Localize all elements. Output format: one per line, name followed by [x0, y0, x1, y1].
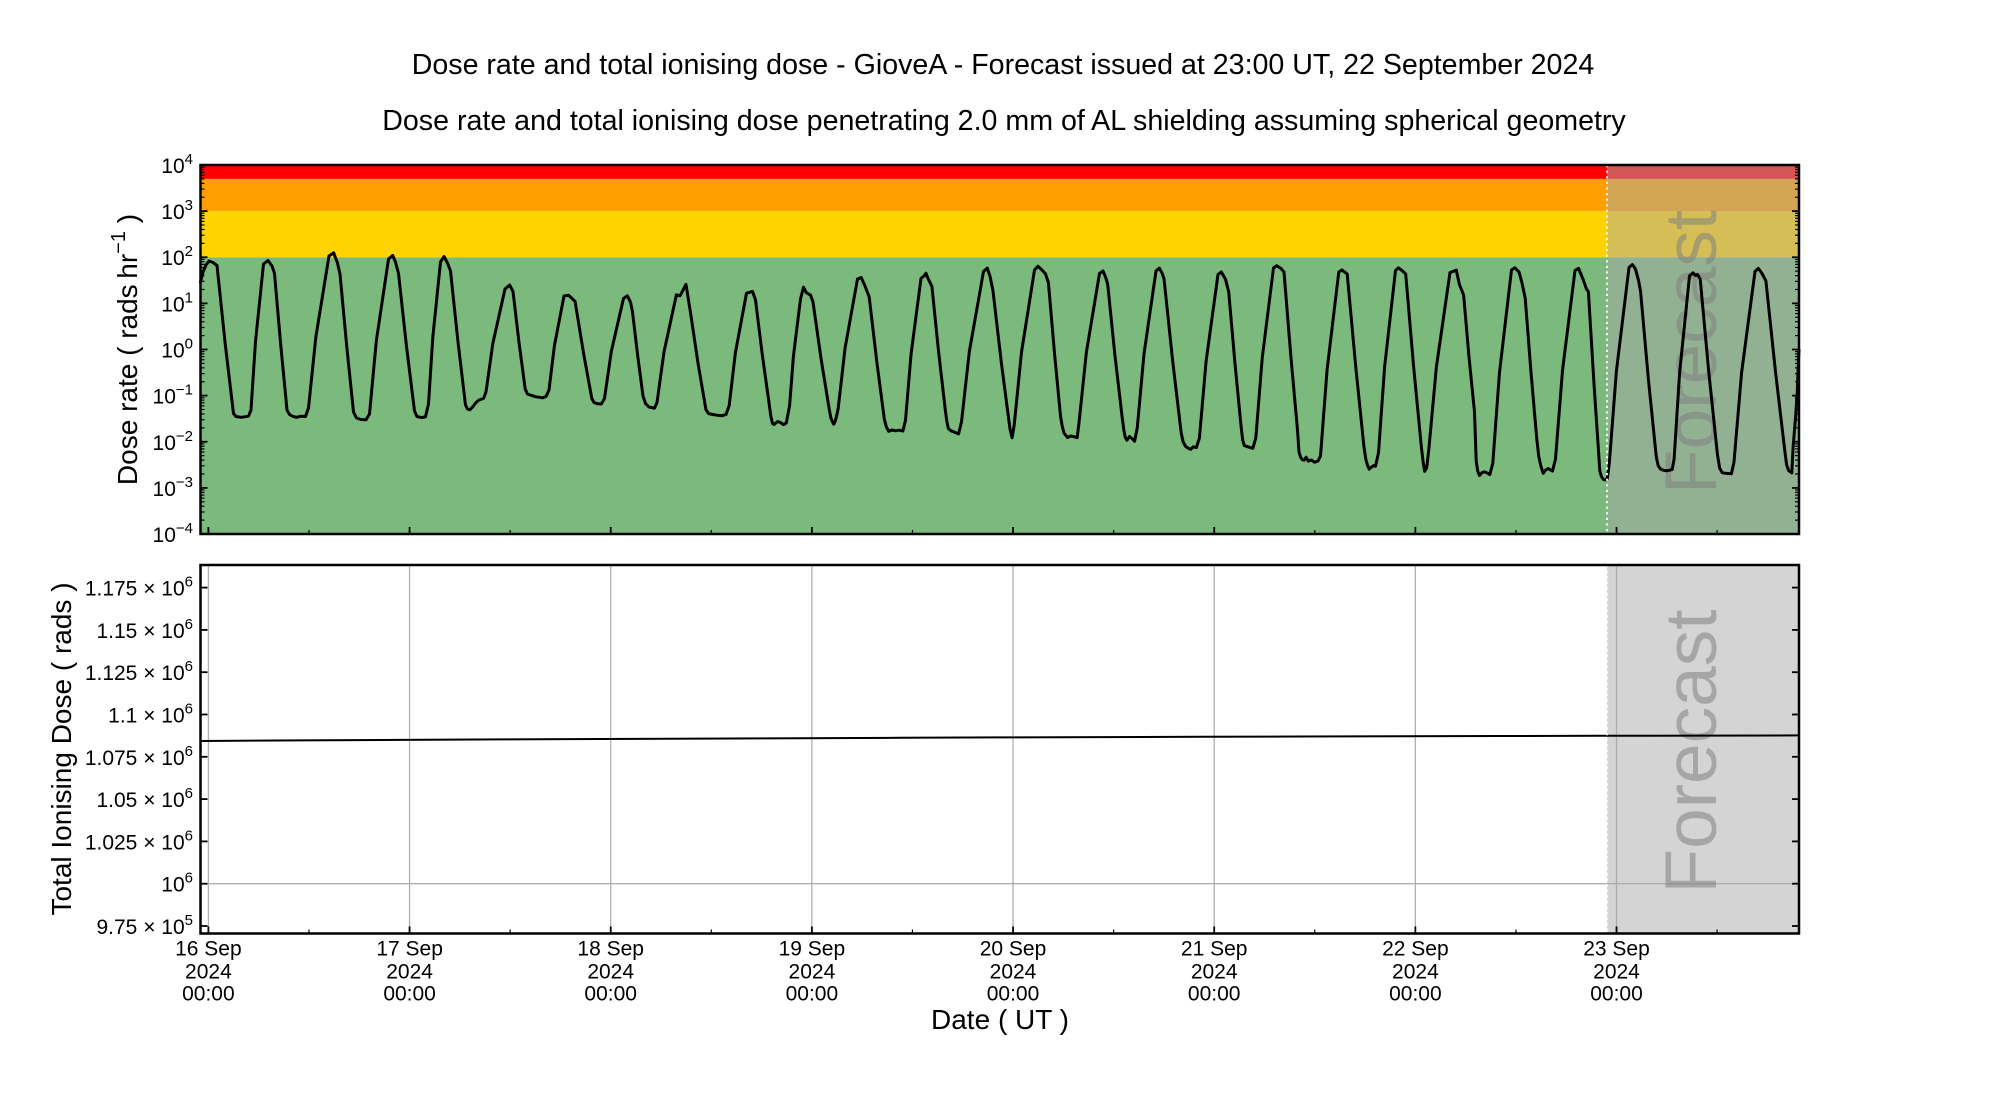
- svg-text:1.175 × 106: 1.175 × 106: [85, 574, 193, 601]
- svg-text:00:00: 00:00: [383, 983, 436, 1006]
- svg-text:Dose rate and total ionising d: Dose rate and total ionising dose penetr…: [382, 105, 1626, 137]
- svg-text:17 Sep: 17 Sep: [376, 937, 443, 960]
- svg-text:2024: 2024: [185, 961, 232, 984]
- svg-text:21 Sep: 21 Sep: [1181, 937, 1248, 960]
- svg-text:2024: 2024: [990, 961, 1037, 984]
- svg-text:1.1 × 106: 1.1 × 106: [108, 701, 193, 728]
- svg-text:2024: 2024: [1593, 961, 1640, 984]
- svg-text:Date ( UT ): Date ( UT ): [931, 1004, 1069, 1035]
- svg-text:23 Sep: 23 Sep: [1583, 937, 1650, 960]
- svg-text:00:00: 00:00: [1590, 983, 1643, 1006]
- svg-text:16 Sep: 16 Sep: [175, 937, 242, 960]
- svg-text:2024: 2024: [386, 961, 433, 984]
- svg-text:Forecast: Forecast: [1651, 210, 1732, 494]
- svg-text:Forecast: Forecast: [1651, 610, 1732, 894]
- svg-text:2024: 2024: [789, 961, 836, 984]
- svg-text:1.05 × 106: 1.05 × 106: [96, 785, 193, 812]
- svg-text:1.075 × 106: 1.075 × 106: [85, 743, 193, 770]
- svg-text:10−1: 10−1: [153, 382, 193, 409]
- svg-text:2024: 2024: [1191, 961, 1238, 984]
- svg-text:1.025 × 106: 1.025 × 106: [85, 827, 193, 854]
- svg-text:Dose rate and total ionising d: Dose rate and total ionising dose - Giov…: [412, 49, 1595, 81]
- svg-text:00:00: 00:00: [1188, 983, 1241, 1006]
- svg-text:Dose rate ( rads hr−1 ): Dose rate ( rads hr−1 ): [108, 214, 143, 485]
- svg-text:Total Ionising Dose ( rads ): Total Ionising Dose ( rads ): [46, 582, 77, 915]
- svg-text:20 Sep: 20 Sep: [980, 937, 1047, 960]
- svg-text:00:00: 00:00: [182, 983, 235, 1006]
- svg-text:00:00: 00:00: [1389, 983, 1442, 1006]
- svg-text:00:00: 00:00: [987, 983, 1040, 1006]
- svg-text:1.15 × 106: 1.15 × 106: [96, 616, 193, 643]
- svg-text:18 Sep: 18 Sep: [577, 937, 644, 960]
- svg-text:9.75 × 105: 9.75 × 105: [96, 912, 193, 939]
- svg-text:00:00: 00:00: [786, 983, 839, 1006]
- svg-text:22 Sep: 22 Sep: [1382, 937, 1449, 960]
- svg-text:2024: 2024: [1392, 961, 1439, 984]
- svg-text:1.125 × 106: 1.125 × 106: [85, 658, 193, 685]
- svg-text:00:00: 00:00: [584, 983, 637, 1006]
- svg-text:19 Sep: 19 Sep: [779, 937, 846, 960]
- svg-text:2024: 2024: [587, 961, 634, 984]
